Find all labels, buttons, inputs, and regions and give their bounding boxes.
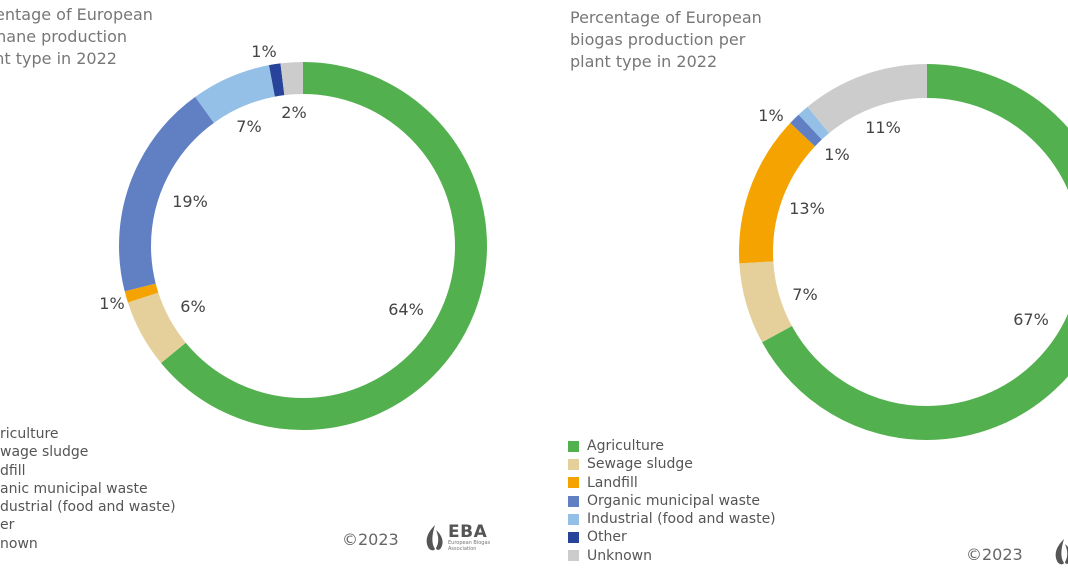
- data-label-agriculture: 67%: [1013, 310, 1049, 329]
- legend-item-other: er: [0, 516, 176, 534]
- legend-label: dustrial (food and waste): [0, 499, 176, 516]
- eba-logo: EBA European Biogas Association: [425, 524, 490, 552]
- legend-item-unknown: nown: [0, 535, 176, 553]
- copyright-text: ©2023: [342, 530, 399, 549]
- copyright-text: ©2023: [966, 545, 1023, 564]
- legend-swatch: [568, 532, 579, 544]
- legend-label: Sewage sludge: [587, 456, 693, 473]
- eba-leaf-icon: [1055, 539, 1068, 565]
- data-label-organic-municipal-waste: 1%: [758, 106, 783, 125]
- legend-label: Other: [587, 529, 627, 546]
- chart-title: rcentage of European ethane production l…: [0, 5, 153, 68]
- legend-label: Agriculture: [587, 438, 664, 454]
- donut-slice-unknown: [119, 62, 487, 430]
- legend-label: Organic municipal waste: [587, 492, 760, 509]
- legend-label: riculture: [0, 426, 59, 442]
- legend-swatch: [568, 440, 579, 452]
- legend-swatch: [568, 550, 579, 562]
- biomethane-donut-chart: 64% 6% 1% 19% 7% 1% 2%: [99, 42, 487, 430]
- donut-slice-landfill: [739, 64, 1068, 440]
- biogas-chart-panel: Percentage of European biogas production…: [534, 0, 1068, 580]
- legend-item-organic-municipal-waste: Organic municipal waste: [568, 492, 776, 510]
- legend-item-sewage-sludge: wage sludge: [0, 443, 176, 461]
- legend-label: Landfill: [587, 474, 638, 491]
- legend-item-organic-municipal-waste: anic municipal waste: [0, 480, 176, 498]
- legend-item-agriculture: riculture: [0, 425, 176, 443]
- data-label-agriculture: 64%: [388, 300, 424, 319]
- biogas-donut-chart: 67% 7% 13% 1% 1% 11%: [739, 64, 1068, 440]
- logo-brand: EBA: [448, 522, 488, 542]
- legend-item-industrial-food-and-waste: Industrial (food and waste): [568, 510, 776, 528]
- legend-label: Unknown: [587, 547, 652, 564]
- legend-item-landfill: dfill: [0, 462, 176, 480]
- legend-swatch: [568, 513, 579, 525]
- data-label-other: 1%: [251, 42, 276, 61]
- legend-item-other: Other: [568, 528, 776, 546]
- legend-swatch: [568, 477, 579, 489]
- data-label-sewage-sludge: 6%: [180, 297, 205, 316]
- chart-legend: riculture wage sludge dfill anic municipal …: [0, 425, 176, 553]
- legend-label: er: [0, 517, 15, 534]
- legend-label: anic municipal waste: [0, 480, 148, 497]
- legend-swatch: [568, 495, 579, 507]
- data-label-sewage-sludge: 7%: [792, 285, 817, 304]
- legend-label: nown: [0, 535, 38, 552]
- data-label-industrial-food-and-waste: 7%: [236, 117, 261, 136]
- data-label-landfill: 1%: [99, 294, 124, 313]
- chart-legend: Agriculture Sewage sludge Landfill Organic …: [568, 437, 776, 565]
- legend-item-landfill: Landfill: [568, 474, 776, 492]
- data-label-organic-municipal-waste: 19%: [172, 192, 208, 211]
- data-label-unknown: 11%: [865, 118, 901, 137]
- data-label-industrial-food-and-waste: 1%: [824, 145, 849, 164]
- legend-label: wage sludge: [0, 444, 89, 461]
- legend-item-industrial-food-and-waste: dustrial (food and waste): [0, 498, 176, 516]
- legend-item-unknown: Unknown: [568, 547, 776, 565]
- data-label-landfill: 13%: [789, 199, 825, 218]
- logo-subtitle: European Biogas Association: [448, 540, 491, 552]
- biomethane-chart-panel: rcentage of European ethane production l…: [0, 5, 490, 553]
- eba-logo: [1054, 538, 1068, 566]
- chart-title: Percentage of European biogas production…: [570, 8, 762, 71]
- donut-slice-unknown: [739, 64, 1068, 440]
- legend-item-sewage-sludge: Sewage sludge: [568, 455, 776, 473]
- legend-item-agriculture: Agriculture: [568, 437, 776, 455]
- eba-leaf-icon: [426, 525, 443, 551]
- legend-swatch: [568, 458, 579, 470]
- legend-label: Industrial (food and waste): [587, 511, 776, 528]
- legend-label: dfill: [0, 462, 26, 479]
- data-label-unknown: 2%: [281, 103, 306, 122]
- donut-slice-organic-municipal-waste: [119, 62, 487, 430]
